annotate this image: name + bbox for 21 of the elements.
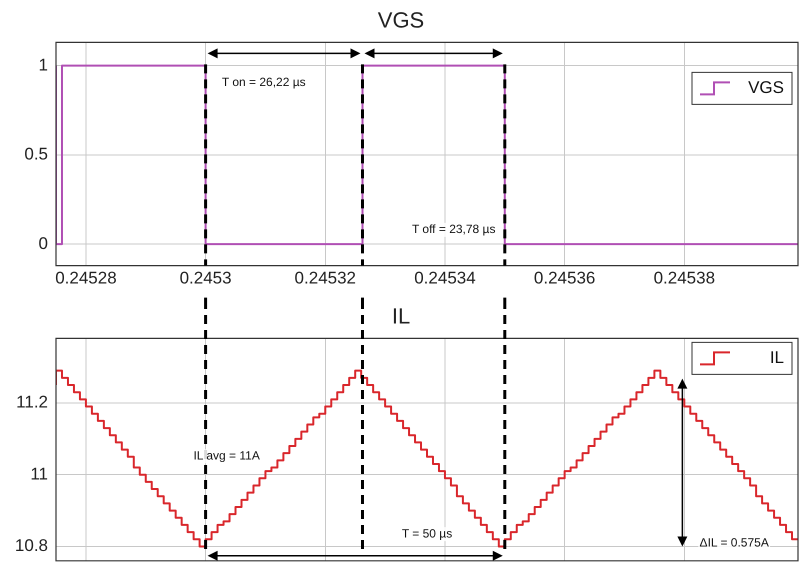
legend-label: IL	[770, 348, 784, 368]
annotation: ΔIL = 0.575A	[700, 535, 769, 550]
annotation: T = 50 µs	[402, 526, 452, 540]
x-tick-label: 0.24538	[654, 268, 716, 288]
y-tick-label: 0.5	[24, 144, 48, 164]
x-tick-label: 0.24528	[55, 268, 117, 288]
x-tick-label: 0.24534	[414, 268, 476, 288]
legend-label: VGS	[748, 78, 784, 98]
annotation: T off = 23,78 µs	[412, 222, 496, 236]
x-tick-label: 0.2453	[180, 268, 232, 288]
y-tick-label: 11.2	[16, 392, 48, 412]
chart-title: VGS	[378, 7, 424, 32]
y-tick-label: 0	[38, 234, 48, 253]
annotation: T on = 26,22 µs	[222, 74, 306, 89]
x-tick-label: 0.24532	[294, 268, 356, 288]
y-tick-label: 10.8	[14, 536, 48, 556]
chart-title: IL	[392, 303, 410, 328]
y-tick-label: 11	[30, 464, 48, 484]
x-tick-label: 0.24536	[534, 268, 596, 288]
y-tick-label: 1	[38, 55, 48, 74]
annotation: IL avg = 11A	[193, 448, 260, 463]
